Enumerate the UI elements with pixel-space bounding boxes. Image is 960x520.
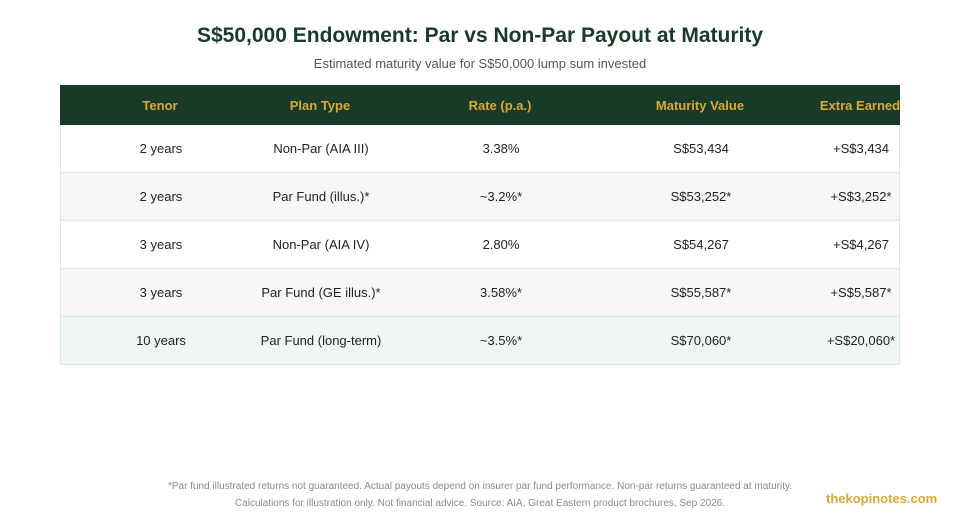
cell-plan-type: Par Fund (illus.)* (272, 189, 370, 204)
cell-extra-earned: +S$5,587* (830, 285, 892, 300)
cell-rate: ~3.5%* (479, 333, 523, 348)
footnote-source: Calculations for illustration only. Not … (234, 498, 726, 509)
cell-plan-type: Non-Par (AIA III) (273, 141, 369, 156)
column-header-maturity-value: Maturity Value (655, 97, 745, 113)
cell-tenor: 10 years (136, 333, 186, 348)
cell-tenor: 2 years (139, 189, 183, 204)
cell-extra-earned: +S$3,434 (832, 141, 890, 156)
cell-maturity-value: S$70,060* (670, 333, 732, 348)
table-row: 2 years Par Fund (illus.)* ~3.2%* S$53,2… (60, 173, 900, 221)
cell-tenor: 3 years (139, 237, 183, 252)
cell-plan-type: Par Fund (long-term) (260, 333, 382, 348)
table-row: 2 years Non-Par (AIA III) 3.38% S$53,434… (60, 125, 900, 173)
cell-plan-type: Par Fund (GE illus.)* (261, 285, 381, 300)
cell-maturity-value: S$53,434 (673, 141, 729, 156)
page-subtitle: Estimated maturity value for S$50,000 lu… (313, 56, 647, 71)
table-row: 3 years Par Fund (GE illus.)* 3.58%* S$5… (60, 269, 900, 317)
cell-extra-earned: +S$20,060* (826, 333, 896, 348)
cell-maturity-value: S$53,252* (670, 189, 732, 204)
cell-maturity-value: S$55,587* (670, 285, 732, 300)
footnote-disclaimer: *Par fund illustrated returns not guaran… (167, 481, 793, 492)
cell-rate: 3.38% (482, 141, 520, 156)
cell-rate: 3.58%* (480, 285, 522, 300)
table-row: 3 years Non-Par (AIA IV) 2.80% S$54,267 … (60, 221, 900, 269)
brand-watermark: thekopinotes.com (826, 491, 938, 506)
comparison-table: Tenor Plan Type Rate (p.a.) Maturity Val… (60, 85, 900, 365)
cell-rate: 2.80% (482, 237, 520, 252)
page-title: S$50,000 Endowment: Par vs Non-Par Payou… (197, 24, 763, 47)
cell-plan-type: Non-Par (AIA IV) (272, 237, 370, 252)
column-header-rate: Rate (p.a.) (468, 97, 532, 113)
cell-tenor: 2 years (139, 141, 183, 156)
table-header: Tenor Plan Type Rate (p.a.) Maturity Val… (60, 85, 900, 125)
cell-maturity-value: S$54,267 (673, 237, 729, 252)
table-row: 10 years Par Fund (long-term) ~3.5%* S$7… (60, 317, 900, 365)
column-header-plan-type: Plan Type (289, 97, 351, 113)
cell-extra-earned: +S$4,267 (832, 237, 890, 252)
cell-extra-earned: +S$3,252* (830, 189, 892, 204)
cell-tenor: 3 years (139, 285, 183, 300)
column-header-extra-earned: Extra Earned (819, 97, 901, 113)
column-header-tenor: Tenor (142, 97, 178, 113)
cell-rate: ~3.2%* (479, 189, 523, 204)
